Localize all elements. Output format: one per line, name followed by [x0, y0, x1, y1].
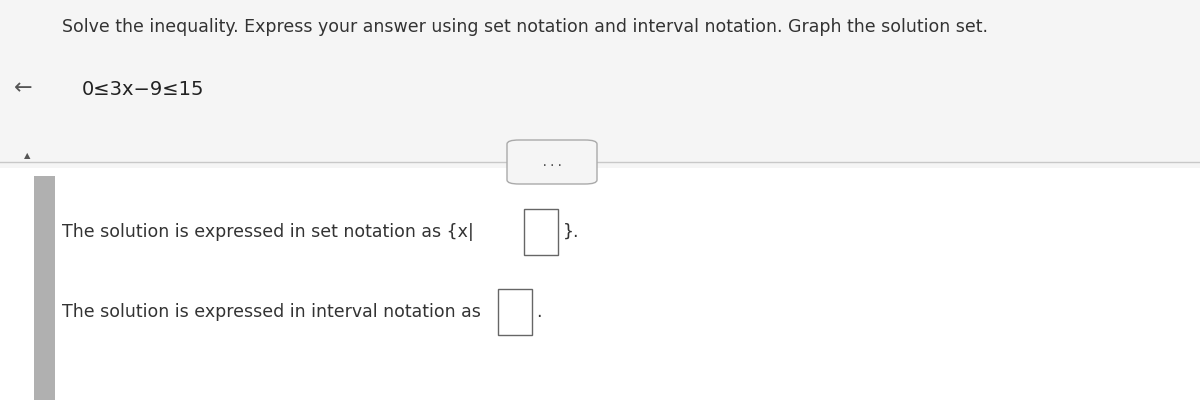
Text: The solution is expressed in set notation as {x|: The solution is expressed in set notatio… [62, 223, 474, 241]
Text: ←: ← [14, 78, 34, 98]
FancyBboxPatch shape [0, 168, 1200, 400]
FancyBboxPatch shape [0, 0, 1200, 168]
FancyBboxPatch shape [498, 289, 532, 335]
FancyBboxPatch shape [524, 209, 558, 255]
Text: ▲: ▲ [24, 151, 31, 160]
FancyBboxPatch shape [508, 140, 598, 184]
Text: The solution is expressed in interval notation as: The solution is expressed in interval no… [62, 303, 481, 321]
Text: }.: }. [563, 223, 580, 241]
Text: 0≤3x−9≤15: 0≤3x−9≤15 [82, 80, 204, 99]
Text: ...: ... [541, 156, 563, 168]
Text: Solve the inequality. Express your answer using set notation and interval notati: Solve the inequality. Express your answe… [62, 18, 989, 36]
FancyBboxPatch shape [34, 176, 55, 400]
Text: .: . [536, 303, 542, 321]
